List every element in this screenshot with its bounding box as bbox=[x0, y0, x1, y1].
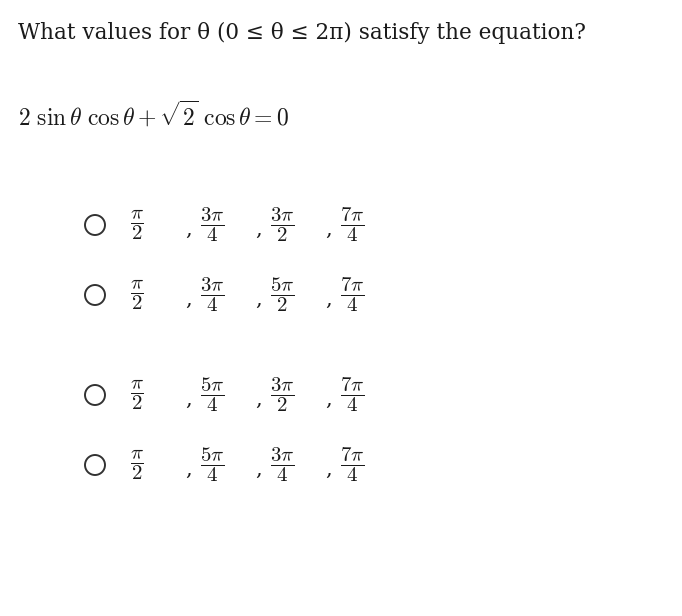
Text: ,: , bbox=[185, 290, 192, 309]
Text: $\dfrac{\pi}{2}$: $\dfrac{\pi}{2}$ bbox=[130, 448, 144, 482]
Text: ,: , bbox=[255, 389, 262, 408]
Text: $\dfrac{3\pi}{2}$: $\dfrac{3\pi}{2}$ bbox=[270, 376, 295, 414]
Text: $\dfrac{5\pi}{4}$: $\dfrac{5\pi}{4}$ bbox=[200, 376, 224, 414]
Text: ,: , bbox=[255, 460, 262, 479]
Text: $\dfrac{7\pi}{4}$: $\dfrac{7\pi}{4}$ bbox=[340, 206, 364, 245]
Text: ,: , bbox=[255, 219, 262, 238]
Text: $\dfrac{3\pi}{2}$: $\dfrac{3\pi}{2}$ bbox=[270, 206, 295, 245]
Text: What values for θ (0 ≤ θ ≤ 2π) satisfy the equation?: What values for θ (0 ≤ θ ≤ 2π) satisfy t… bbox=[18, 22, 586, 44]
Text: $\dfrac{\pi}{2}$: $\dfrac{\pi}{2}$ bbox=[130, 278, 144, 312]
Text: $\dfrac{\pi}{2}$: $\dfrac{\pi}{2}$ bbox=[130, 208, 144, 242]
Text: $\dfrac{3\pi}{4}$: $\dfrac{3\pi}{4}$ bbox=[270, 446, 295, 484]
Text: $\dfrac{7\pi}{4}$: $\dfrac{7\pi}{4}$ bbox=[340, 446, 364, 484]
Text: ,: , bbox=[185, 389, 192, 408]
Text: ,: , bbox=[325, 219, 331, 238]
Text: ,: , bbox=[325, 290, 331, 309]
Text: $\dfrac{7\pi}{4}$: $\dfrac{7\pi}{4}$ bbox=[340, 376, 364, 414]
Text: $\dfrac{3\pi}{4}$: $\dfrac{3\pi}{4}$ bbox=[200, 206, 224, 245]
Text: $\dfrac{5\pi}{2}$: $\dfrac{5\pi}{2}$ bbox=[270, 276, 295, 314]
Text: ,: , bbox=[325, 389, 331, 408]
Text: $\dfrac{7\pi}{4}$: $\dfrac{7\pi}{4}$ bbox=[340, 276, 364, 314]
Text: ,: , bbox=[185, 460, 192, 479]
Text: $2\ \sin\theta\ \cos\theta + \sqrt{2}\ \cos\theta = 0$: $2\ \sin\theta\ \cos\theta + \sqrt{2}\ \… bbox=[18, 100, 289, 130]
Text: ,: , bbox=[185, 219, 192, 238]
Text: ,: , bbox=[255, 290, 262, 309]
Text: $\dfrac{5\pi}{4}$: $\dfrac{5\pi}{4}$ bbox=[200, 446, 224, 484]
Text: $\dfrac{\pi}{2}$: $\dfrac{\pi}{2}$ bbox=[130, 378, 144, 412]
Text: $\dfrac{3\pi}{4}$: $\dfrac{3\pi}{4}$ bbox=[200, 276, 224, 314]
Text: ,: , bbox=[325, 460, 331, 479]
